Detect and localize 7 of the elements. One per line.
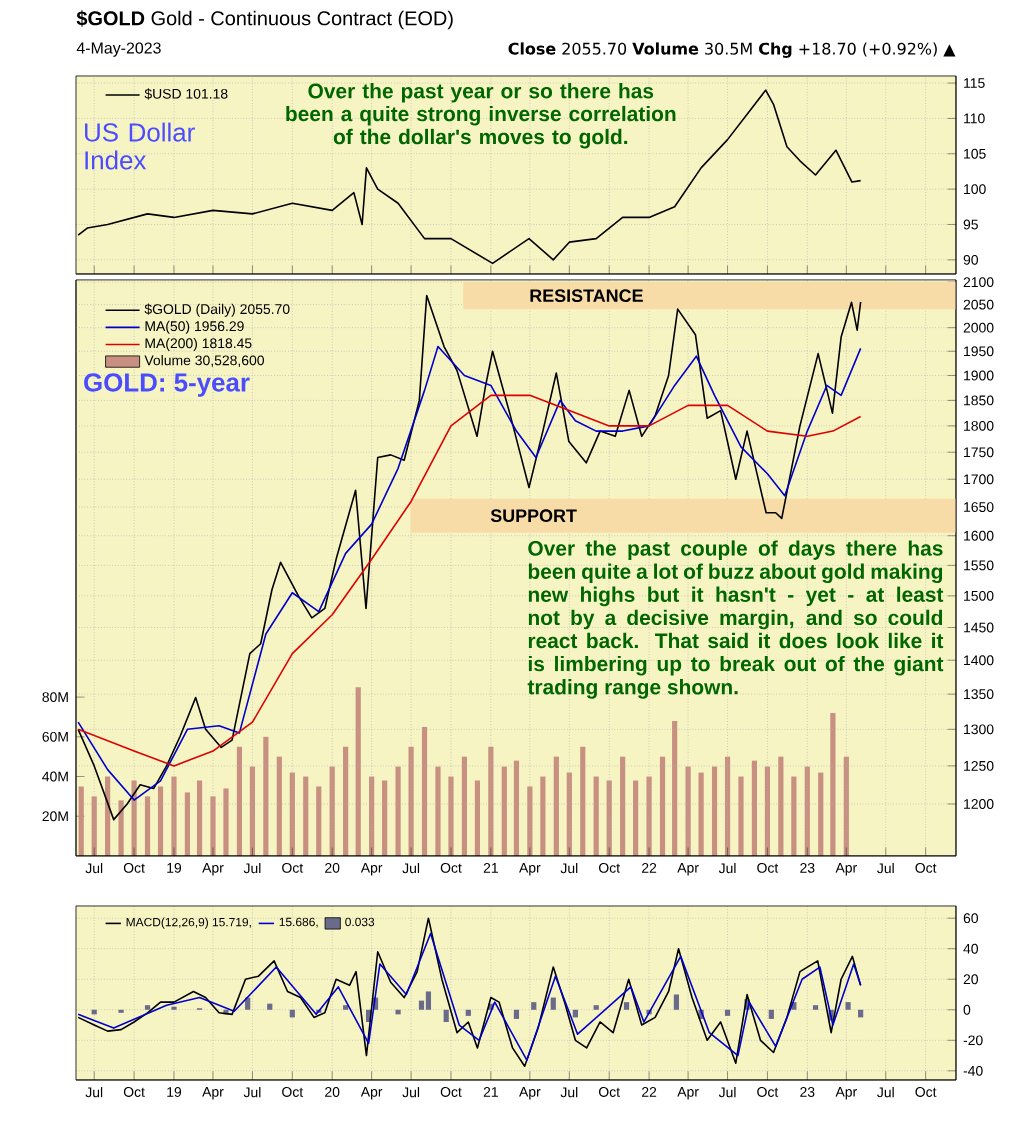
band-label: RESISTANCE [530,289,643,302]
annotation: Over the past couple of days there has been quite a lot of buzz about gold making new highs but it hasn't - yet - at least not by a decisive margin, and so could react back. That said it does look like it is limbering up to break out of the giant trading range shown. [527,540,944,699]
annotation: GOLD: 5-year [84,373,250,397]
band-label: SUPPORT [490,509,577,523]
annotation: Over the past year or so there has been a quite strong inverse correlation of the dollar's moves to gold. [286,83,676,149]
chart-title: $GOLD Gold - Continuous Contract (EOD) [76,10,453,30]
annotation: US Dollar Index [85,122,195,170]
